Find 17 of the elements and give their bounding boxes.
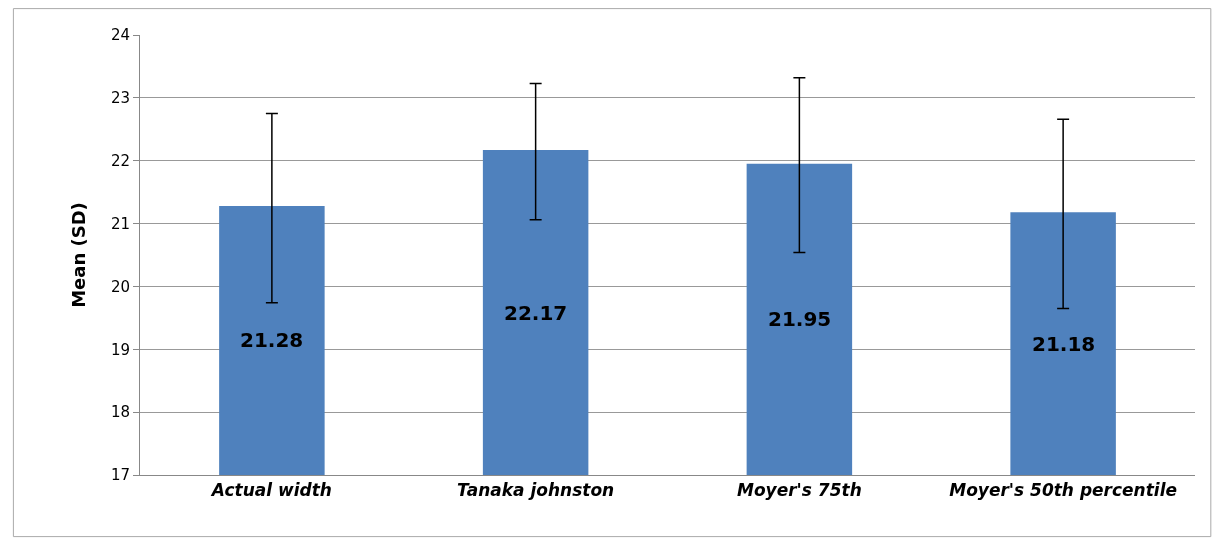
y-axis-title: Mean (SD) (68, 202, 90, 308)
x-tick-label: Tanaka johnston (457, 480, 615, 501)
y-tick-label: 20 (110, 277, 130, 296)
y-tick-label: 22 (110, 151, 130, 170)
data-label: 22.17 (504, 301, 568, 325)
data-label: 21.28 (240, 328, 304, 352)
y-tick-label: 21 (110, 214, 130, 233)
y-tick-label: 24 (110, 26, 130, 45)
x-tick-label: Moyer's 50th percentile (949, 480, 1178, 501)
y-tick-label: 23 (110, 89, 130, 108)
x-tick-label: Moyer's 75th (737, 480, 862, 501)
y-tick-label: 17 (110, 466, 130, 485)
data-label: 21.95 (768, 307, 832, 331)
data-label: 21.18 (1032, 332, 1096, 356)
y-tick-label: 19 (110, 340, 130, 359)
x-tick-label: Actual width (209, 480, 332, 501)
y-tick-label: 18 (110, 403, 130, 422)
